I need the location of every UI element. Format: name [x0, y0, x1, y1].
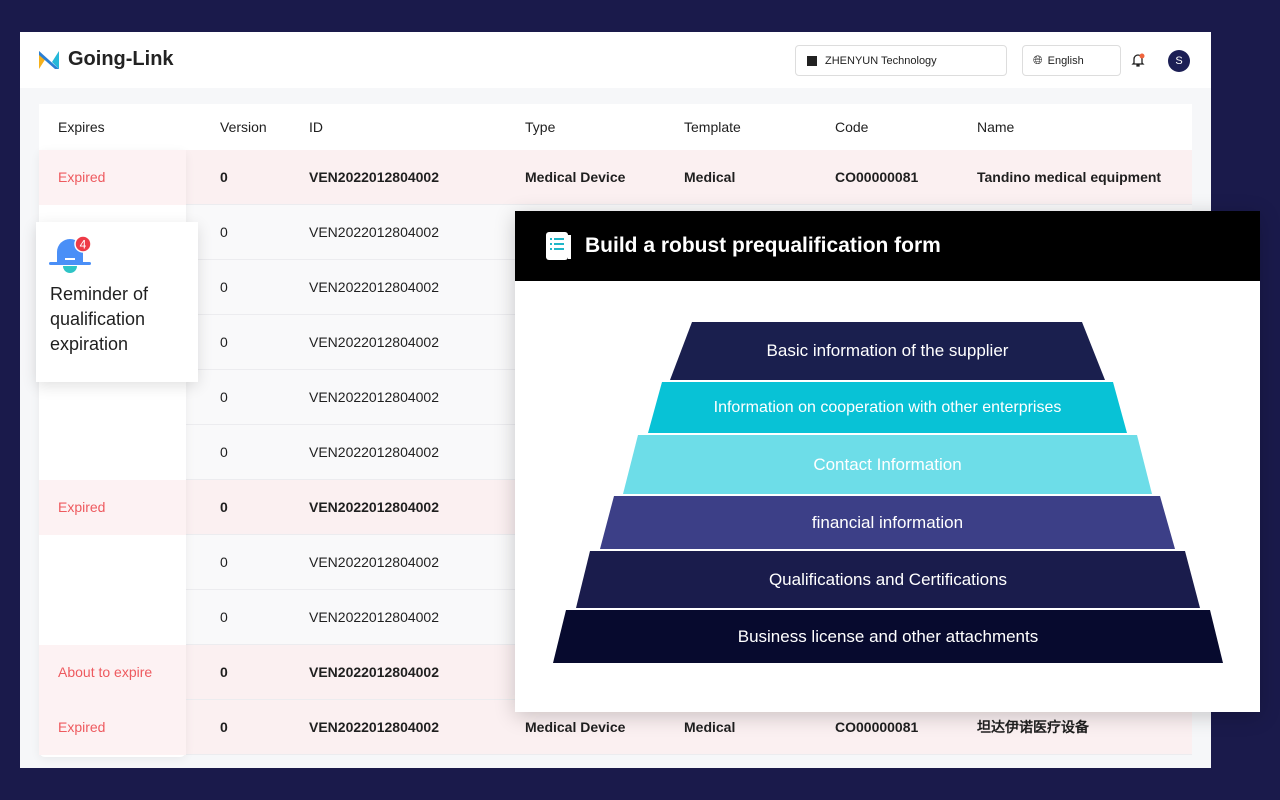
pyramid-layer-label: Contact Information: [813, 454, 962, 474]
cell-id: VEN2022012804002: [309, 279, 440, 295]
top-bar: Going-Link ZHENYUN Technology 🌐︎ English…: [20, 32, 1211, 88]
toast-message: Reminder of qualification expiration: [50, 284, 149, 354]
pyramid-layer: financial information: [600, 496, 1175, 549]
column-header-template[interactable]: Template: [684, 119, 741, 135]
cell-id: VEN2022012804002: [309, 554, 440, 570]
expires-cell: [39, 590, 186, 645]
expiry-status: About to expire: [58, 664, 153, 680]
logo[interactable]: Going-Link: [38, 48, 174, 71]
form-document-icon: [546, 232, 571, 260]
cell-id: VEN2022012804002: [309, 224, 440, 240]
going-link-logo-icon: [39, 50, 59, 69]
cell-version: 0: [220, 279, 228, 295]
cell-version: 0: [220, 334, 228, 350]
card-header: Build a robust prequalification form: [515, 211, 1260, 281]
notification-count-badge: 4: [80, 238, 87, 252]
language-label: English: [1047, 54, 1084, 67]
expires-cell: [39, 425, 186, 480]
pyramid-layer: Information on cooperation with other en…: [648, 382, 1127, 433]
bell-icon: 4: [49, 235, 92, 273]
column-header-id[interactable]: ID: [309, 119, 323, 135]
column-header-code[interactable]: Code: [835, 119, 869, 135]
pyramid-layer: Basic information of the supplier: [670, 322, 1105, 380]
notification-bell-icon[interactable]: [1130, 52, 1146, 73]
column-header-name[interactable]: Name: [977, 119, 1015, 135]
column-header-type[interactable]: Type: [525, 119, 556, 135]
table-row[interactable]: 0 VEN2022012804002 Medical Device Medical CO…: [39, 150, 1192, 205]
cell-template: Medical: [684, 719, 736, 735]
card-title: Build a robust prequalification form: [585, 234, 941, 257]
avatar[interactable]: S: [1168, 50, 1190, 72]
cell-id: VEN2022012804002: [309, 334, 440, 350]
pyramid-layer-label: Information on cooperation with other en…: [713, 398, 1062, 416]
brand-name: Going-Link: [68, 48, 174, 70]
cell-id: VEN2022012804002: [309, 444, 440, 460]
building-icon: [807, 55, 817, 66]
cell-type: Medical Device: [525, 719, 626, 735]
prequalification-form-card: Build a robust prequalification form Bas…: [515, 211, 1260, 712]
expires-cell: Expired: [39, 700, 186, 755]
pyramid-layer: Business license and other attachments: [553, 610, 1223, 663]
cell-version: 0: [220, 719, 228, 735]
organization-name: ZHENYUN Technology: [825, 54, 937, 67]
cell-version: 0: [220, 224, 228, 240]
expires-cell: Expired: [39, 480, 186, 535]
language-selector[interactable]: 🌐︎ English: [1022, 45, 1121, 76]
expires-cell: Expired: [39, 150, 186, 205]
expiration-reminder-toast[interactable]: 4 Reminder of qualification expiration: [36, 222, 198, 382]
cell-code: CO00000081: [835, 169, 919, 185]
expiry-status: Expired: [58, 499, 106, 515]
column-header-expires[interactable]: Expires: [58, 119, 105, 135]
table-header: Expires Version ID Type Template Code Name: [39, 104, 1192, 150]
column-header-version[interactable]: Version: [220, 119, 267, 135]
cell-id: VEN2022012804002: [309, 499, 440, 515]
organization-selector[interactable]: ZHENYUN Technology: [795, 45, 1007, 76]
pyramid-layer: Qualifications and Certifications: [576, 551, 1200, 608]
pyramid-layer-label: Business license and other attachments: [737, 626, 1039, 646]
cell-name: Tandino medical equipment: [977, 169, 1162, 185]
expires-cell: About to expire: [39, 645, 186, 700]
expiry-status: Expired: [58, 719, 106, 735]
cell-version: 0: [220, 554, 228, 570]
pyramid-layer: Contact Information: [623, 435, 1152, 494]
cell-version: 0: [220, 609, 228, 625]
cell-version: 0: [220, 444, 228, 460]
pyramid-layer-label: Qualifications and Certifications: [768, 569, 1008, 589]
cell-version: 0: [220, 169, 228, 185]
expires-cell: [39, 535, 186, 590]
expiry-status: Expired: [58, 169, 106, 185]
cell-version: 0: [220, 389, 228, 405]
cell-type: Medical Device: [525, 169, 626, 185]
cell-version: 0: [220, 499, 228, 515]
cell-version: 0: [220, 664, 228, 680]
pyramid-layer-label: financial information: [811, 512, 964, 532]
cell-name: 坦达伊诺医疗设备: [977, 719, 1089, 735]
cell-id: VEN2022012804002: [309, 169, 440, 185]
cell-id: VEN2022012804002: [309, 389, 440, 405]
cell-id: VEN2022012804002: [309, 719, 440, 735]
cell-id: VEN2022012804002: [309, 664, 440, 680]
globe-icon: 🌐︎: [1033, 53, 1043, 67]
pyramid-layer-label: Basic information of the supplier: [766, 341, 1009, 360]
cell-template: Medical: [684, 169, 736, 185]
cell-code: CO00000081: [835, 719, 919, 735]
cell-id: VEN2022012804002: [309, 609, 440, 625]
